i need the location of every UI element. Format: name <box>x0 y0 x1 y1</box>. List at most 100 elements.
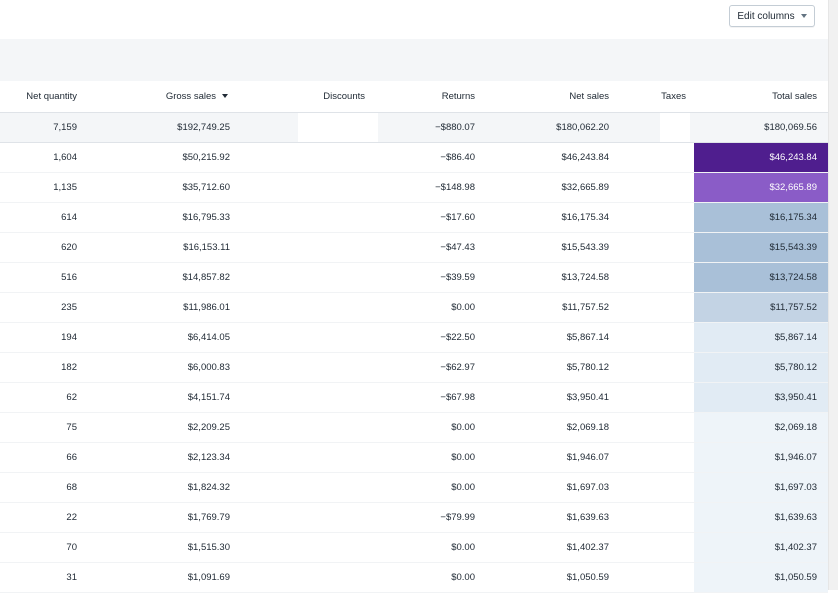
cell-net-sales: $1,402.37 <box>566 542 609 553</box>
total-net-quantity: 7,159 <box>53 122 77 133</box>
table-row: 31 $1,091.69 $0.00 $1,050.59 $1,050.59 <box>0 563 828 593</box>
cell-net-quantity: 614 <box>61 212 77 223</box>
cell-total-sales: $5,867.14 <box>774 332 817 343</box>
cell-net-sales: $3,950.41 <box>566 392 609 403</box>
heatmap-cell <box>694 473 828 502</box>
total-total-sales: $180,069.56 <box>764 122 817 133</box>
heatmap-cell <box>694 533 828 562</box>
heatmap-cell <box>694 293 828 322</box>
cell-total-sales: $1,946.07 <box>774 452 817 463</box>
cell-total-sales: $2,069.18 <box>774 422 817 433</box>
vertical-scrollbar[interactable] <box>828 0 838 590</box>
table-row: 516 $14,857.82 −$39.59 $13,724.58 $13,724.58 <box>0 263 828 293</box>
table-row: 1,604 $50,215.92 −$86.40 $46,243.84 $46,243.… <box>0 143 828 173</box>
cell-returns: −$79.99 <box>440 512 475 523</box>
cell-gross-sales: $6,000.83 <box>187 362 230 373</box>
cell-gross-sales: $2,209.25 <box>187 422 230 433</box>
heatmap-cell <box>694 443 828 472</box>
heatmap-cell <box>694 383 828 412</box>
cell-returns: $0.00 <box>451 542 475 553</box>
cell-returns: −$86.40 <box>440 152 475 163</box>
heatmap-cell <box>694 323 828 352</box>
cell-net-sales: $46,243.84 <box>561 152 609 163</box>
edit-columns-button[interactable]: Edit columns <box>729 5 815 27</box>
cell-net-quantity: 516 <box>61 272 77 283</box>
cell-returns: −$39.59 <box>440 272 475 283</box>
table-row: 66 $2,123.34 $0.00 $1,946.07 $1,946.07 <box>0 443 828 473</box>
table-row: 22 $1,769.79 −$79.99 $1,639.63 $1,639.63 <box>0 503 828 533</box>
cell-net-sales: $32,665.89 <box>561 182 609 193</box>
cell-returns: −$148.98 <box>435 182 475 193</box>
cell-gross-sales: $1,091.69 <box>187 572 230 583</box>
report-toolbar: Edit columns <box>0 0 828 39</box>
cell-gross-sales: $1,824.32 <box>187 482 230 493</box>
heatmap-cell <box>694 203 828 232</box>
cell-gross-sales: $6,414.05 <box>187 332 230 343</box>
cell-returns: $0.00 <box>451 482 475 493</box>
header-returns[interactable]: Returns <box>441 91 475 102</box>
heatmap-cell <box>694 353 828 382</box>
cell-returns: −$67.98 <box>440 392 475 403</box>
cell-returns: −$17.60 <box>440 212 475 223</box>
cell-net-sales: $2,069.18 <box>566 422 609 433</box>
header-net-sales[interactable]: Net sales <box>569 91 609 102</box>
table-body: 1,604 $50,215.92 −$86.40 $46,243.84 $46,243.… <box>0 143 828 593</box>
cell-returns: −$62.97 <box>440 362 475 373</box>
cell-gross-sales: $1,769.79 <box>187 512 230 523</box>
table-row: 62 $4,151.74 −$67.98 $3,950.41 $3,950.41 <box>0 383 828 413</box>
header-net-quantity[interactable]: Net quantity <box>26 91 77 102</box>
cell-net-sales: $1,639.63 <box>566 512 609 523</box>
table-row: 1,135 $35,712.60 −$148.98 $32,665.89 $32,665… <box>0 173 828 203</box>
cell-net-sales: $1,050.59 <box>566 572 609 583</box>
cell-gross-sales: $11,986.01 <box>183 302 230 313</box>
cell-net-quantity: 235 <box>61 302 77 313</box>
heatmap-cell <box>694 563 828 592</box>
cell-net-sales: $13,724.58 <box>561 272 609 283</box>
heatmap-cell <box>694 143 828 172</box>
cell-total-sales: $13,724.58 <box>769 272 817 283</box>
header-taxes[interactable]: Taxes <box>661 91 686 102</box>
cell-returns: −$22.50 <box>440 332 475 343</box>
cell-gross-sales: $1,515.30 <box>187 542 230 553</box>
cell-total-sales: $1,639.63 <box>774 512 817 523</box>
cell-net-quantity: 68 <box>66 482 77 493</box>
sort-descending-icon <box>222 94 228 99</box>
chevron-down-icon <box>800 14 807 18</box>
cell-net-quantity: 70 <box>66 542 77 553</box>
cell-net-sales: $16,175.34 <box>561 212 609 223</box>
cell-net-sales: $5,780.12 <box>566 362 609 373</box>
cell-total-sales: $1,402.37 <box>774 542 817 553</box>
cell-total-sales: $3,950.41 <box>774 392 817 403</box>
heatmap-cell <box>694 413 828 442</box>
cell-net-sales: $5,867.14 <box>566 332 609 343</box>
table-row: 182 $6,000.83 −$62.97 $5,780.12 $5,780.12 <box>0 353 828 383</box>
cell-gross-sales: $16,153.11 <box>183 242 230 253</box>
cell-total-sales: $5,780.12 <box>774 362 817 373</box>
total-net-sales: $180,062.20 <box>556 122 609 133</box>
cell-net-quantity: 62 <box>66 392 77 403</box>
cell-net-quantity: 1,604 <box>53 152 77 163</box>
edit-columns-label: Edit columns <box>737 10 795 22</box>
header-discounts[interactable]: Discounts <box>323 91 365 102</box>
cell-net-sales: $15,543.39 <box>561 242 609 253</box>
cell-returns: $0.00 <box>451 452 475 463</box>
header-total-sales[interactable]: Total sales <box>772 91 817 102</box>
cell-total-sales: $15,543.39 <box>769 242 817 253</box>
cell-total-sales: $1,050.59 <box>774 572 817 583</box>
cell-gross-sales: $14,857.82 <box>182 272 230 283</box>
cell-net-quantity: 31 <box>66 572 77 583</box>
cell-total-sales: $1,697.03 <box>774 482 817 493</box>
cell-returns: $0.00 <box>451 422 475 433</box>
totals-row: 7,159 $192,749.25 −$880.07 $180,062.20 $… <box>0 113 828 143</box>
cell-gross-sales: $2,123.34 <box>187 452 230 463</box>
heatmap-cell <box>694 173 828 202</box>
header-gross-sales[interactable]: Gross sales <box>100 81 228 113</box>
cell-gross-sales: $4,151.74 <box>187 392 230 403</box>
table-row: 235 $11,986.01 $0.00 $11,757.52 $11,757.52 <box>0 293 828 323</box>
total-returns: −$880.07 <box>435 122 475 133</box>
cell-returns: −$47.43 <box>440 242 475 253</box>
cell-net-sales: $11,757.52 <box>562 302 609 313</box>
table-row: 614 $16,795.33 −$17.60 $16,175.34 $16,175.34 <box>0 203 828 233</box>
cell-net-quantity: 75 <box>66 422 77 433</box>
cell-total-sales: $46,243.84 <box>769 152 817 163</box>
